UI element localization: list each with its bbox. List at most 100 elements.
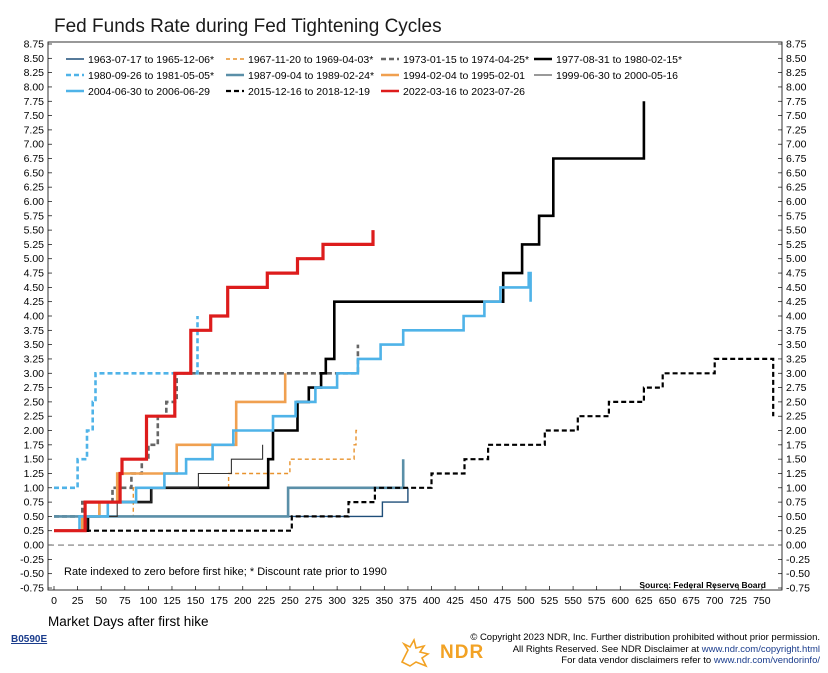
y-tick-label-left: 6.75 xyxy=(24,153,45,165)
y-tick-label-right: 1.50 xyxy=(786,454,807,466)
y-tick-label-left: 4.00 xyxy=(24,311,45,323)
y-tick-label-right: 2.50 xyxy=(786,396,807,408)
x-tick-label: 625 xyxy=(635,595,653,607)
y-tick-label-left: 3.50 xyxy=(24,339,45,351)
y-tick-label-right: -0.25 xyxy=(786,554,810,566)
y-tick-label-left: 7.50 xyxy=(24,110,45,122)
x-tick-label: 750 xyxy=(753,595,771,607)
y-tick-label-left: 2.00 xyxy=(24,425,45,437)
y-tick-label-right: 3.25 xyxy=(786,353,807,365)
y-tick-label-right: 1.00 xyxy=(786,482,807,494)
series-line-6 xyxy=(54,459,405,518)
y-tick-label-left: -0.50 xyxy=(20,568,44,580)
x-tick-label: 225 xyxy=(258,595,276,607)
x-tick-label: 475 xyxy=(494,595,512,607)
x-tick-label: 600 xyxy=(612,595,630,607)
y-tick-label-left: 6.00 xyxy=(24,196,45,208)
y-tick-label-left: 1.50 xyxy=(24,454,45,466)
x-tick-label: 275 xyxy=(305,595,323,607)
x-tick-label: 150 xyxy=(187,595,205,607)
y-tick-label-left: 3.75 xyxy=(24,325,45,337)
y-tick-label-left: 1.75 xyxy=(24,439,45,451)
y-tick-label-left: 2.50 xyxy=(24,396,45,408)
x-tick-label: 375 xyxy=(399,595,417,607)
y-tick-label-right: 6.25 xyxy=(786,182,807,194)
y-tick-label-left: 5.75 xyxy=(24,210,45,222)
y-tick-label-left: 1.00 xyxy=(24,482,45,494)
legend-label-8: 1999-06-30 to 2000-05-16 xyxy=(556,70,678,82)
logo-text: NDR xyxy=(440,642,485,663)
y-tick-label-right: 1.75 xyxy=(786,439,807,451)
y-tick-label-right: 8.00 xyxy=(786,81,807,93)
x-tick-label: 75 xyxy=(119,595,131,607)
x-ticks: 0 25 50 75 100 125 150 175 200 225 250 275 300 325 350… xyxy=(51,586,771,607)
legend-label-3: 1973-01-15 to 1974-04-25* xyxy=(403,54,529,66)
y-tick-label-right: 8.25 xyxy=(786,67,807,79)
x-tick-label: 200 xyxy=(234,595,252,607)
legend-label-5: 1980-09-26 to 1981-05-05* xyxy=(88,70,214,82)
x-tick-label: 100 xyxy=(140,595,158,607)
y-tick-label-right: 0.00 xyxy=(786,540,807,552)
source-note: Source: Federal Reserve Board xyxy=(639,580,766,590)
series-line-3 xyxy=(54,344,360,518)
y-tick-label-left: 7.25 xyxy=(24,124,45,136)
y-tick-label-right: 6.50 xyxy=(786,167,807,179)
y-tick-label-right: 6.75 xyxy=(786,153,807,165)
y-tick-label-right: 2.75 xyxy=(786,382,807,394)
y-tick-label-right: 4.25 xyxy=(786,296,807,308)
y-tick-label-left: 7.00 xyxy=(24,139,45,151)
y-tick-label-right: 0.50 xyxy=(786,511,807,523)
series-line-11 xyxy=(54,230,375,533)
legend-label-7: 1994-02-04 to 1995-02-01 xyxy=(403,70,525,82)
y-tick-label-left: 0.00 xyxy=(24,540,45,552)
copyright-link[interactable]: www.ndr.com/copyright.html xyxy=(701,643,820,655)
y-tick-label-left: 8.75 xyxy=(24,39,45,51)
x-tick-label: 400 xyxy=(423,595,441,607)
y-tick-label-right: 2.00 xyxy=(786,425,807,437)
y-tick-label-right: 4.00 xyxy=(786,311,807,323)
y-tick-label-right: 4.75 xyxy=(786,268,807,280)
legend-label-11: 2022-03-16 to 2023-07-26 xyxy=(403,86,525,98)
copyright-line3: For data vendor disclaimers refer to www… xyxy=(470,655,820,667)
vendor-link[interactable]: www.ndr.com/vendorinfo/ xyxy=(713,655,820,666)
y-tick-label-right: 1.25 xyxy=(786,468,807,480)
x-tick-label: 50 xyxy=(95,595,107,607)
y-tick-label-right: 6.00 xyxy=(786,196,807,208)
y-tick-label-right: 0.75 xyxy=(786,497,807,509)
y-tick-label-left: 8.00 xyxy=(24,81,45,93)
x-tick-label: 675 xyxy=(682,595,700,607)
y-tick-label-left: 3.00 xyxy=(24,368,45,380)
chart-code-link[interactable]: B0590E xyxy=(11,634,48,645)
y-tick-label-left: 5.00 xyxy=(24,253,45,265)
y-tick-label-left: 0.75 xyxy=(24,497,45,509)
y-tick-label-right: 5.75 xyxy=(786,210,807,222)
x-tick-label: 725 xyxy=(729,595,747,607)
y-tick-label-right: 5.50 xyxy=(786,225,807,237)
y-tick-label-right: 5.00 xyxy=(786,253,807,265)
y-ticks-left: -0.75 -0.50 -0.25 0.00 0.25 0.50 0.75 1.00 1.25 1… xyxy=(20,39,52,595)
y-tick-label-right: 2.25 xyxy=(786,411,807,423)
y-tick-label-right: 0.25 xyxy=(786,525,807,537)
x-tick-label: 125 xyxy=(163,595,181,607)
y-tick-label-left: 4.50 xyxy=(24,282,45,294)
chart-svg: -0.75 -0.50 -0.25 0.00 0.25 0.50 0.75 1.00 1.25 1… xyxy=(20,39,810,608)
series-line-9 xyxy=(54,271,532,532)
y-tick-label-right: 3.50 xyxy=(786,339,807,351)
legend-label-6: 1987-09-04 to 1989-02-24* xyxy=(248,70,374,82)
x-tick-label: 325 xyxy=(352,595,370,607)
y-tick-label-left: 6.50 xyxy=(24,167,45,179)
y-tick-label-left: 8.50 xyxy=(24,53,45,65)
copyright-line3-text: For data vendor disclaimers refer to xyxy=(561,655,714,666)
y-tick-label-right: 7.50 xyxy=(786,110,807,122)
y-tick-label-right: 8.75 xyxy=(786,39,807,51)
x-tick-label: 250 xyxy=(281,595,299,607)
legend-label-10: 2015-12-16 to 2018-12-19 xyxy=(248,86,370,98)
y-tick-label-left: 1.25 xyxy=(24,468,45,480)
chart-title: Fed Funds Rate during Fed Tightening Cyc… xyxy=(54,16,442,37)
x-tick-label: 575 xyxy=(588,595,606,607)
x-tick-label: 350 xyxy=(376,595,394,607)
y-tick-label-right: 5.25 xyxy=(786,239,807,251)
legend-label-9: 2004-06-30 to 2006-06-29 xyxy=(88,86,210,98)
x-tick-label: 300 xyxy=(328,595,346,607)
